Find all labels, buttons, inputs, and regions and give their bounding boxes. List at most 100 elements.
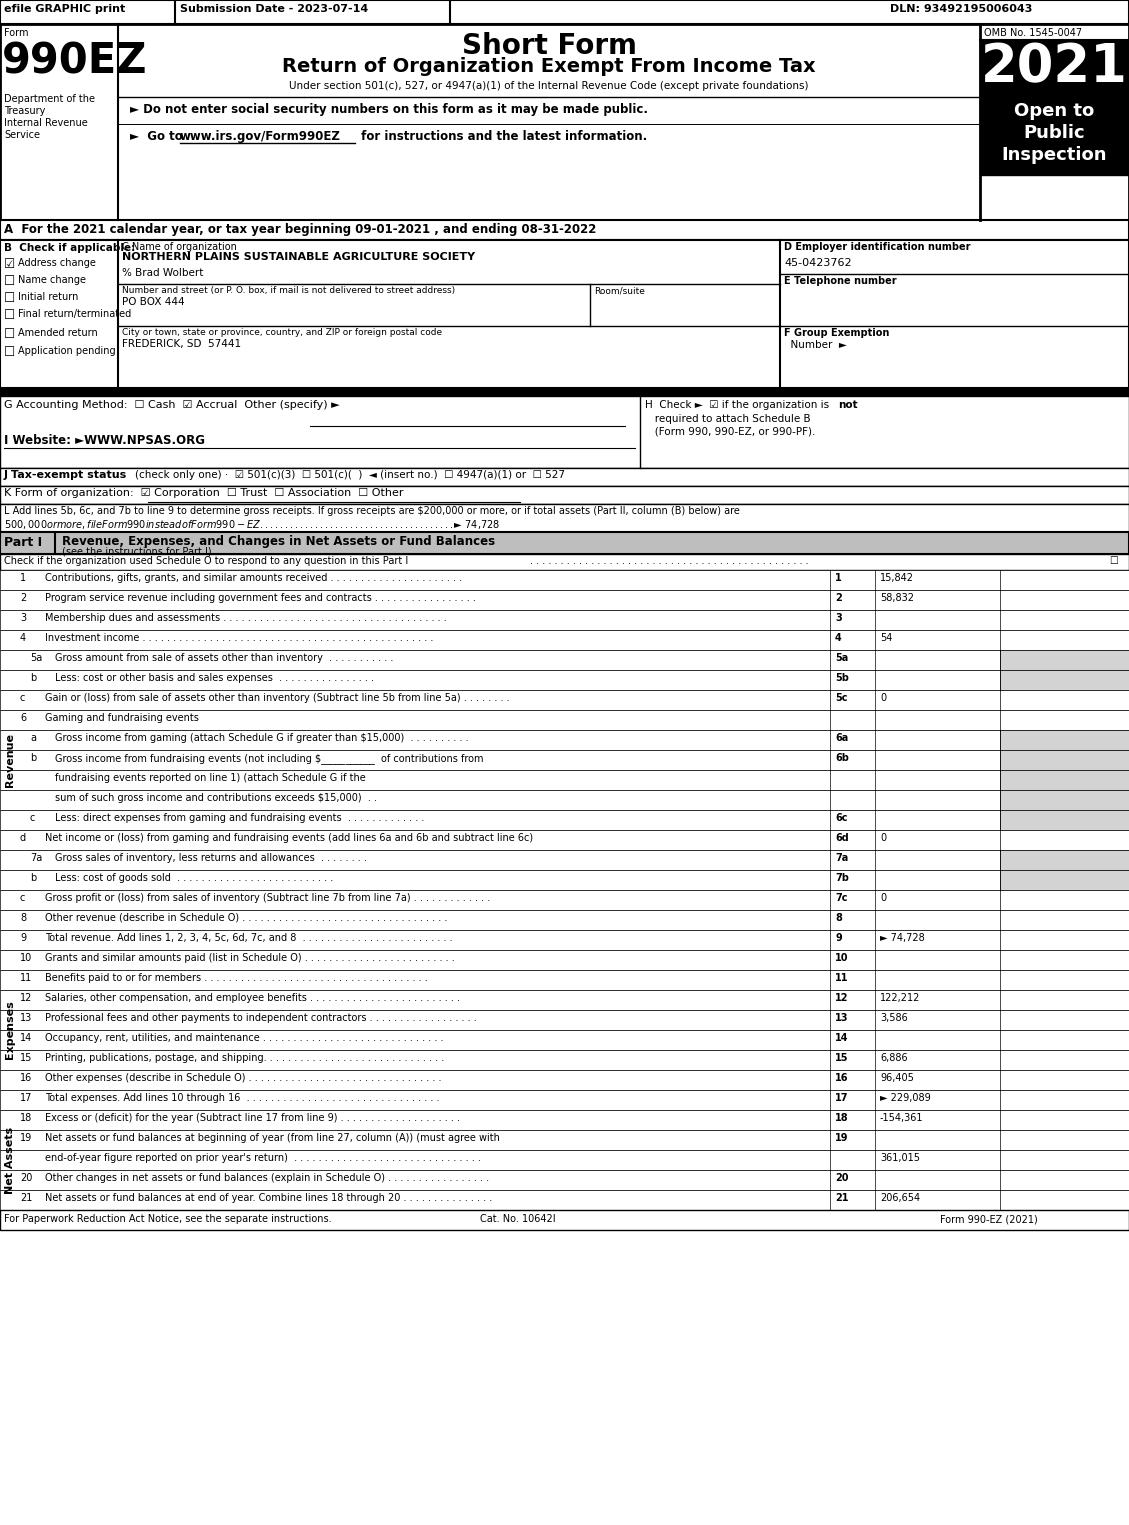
Text: (see the instructions for Part I): (see the instructions for Part I) [62, 546, 211, 557]
Text: b: b [30, 753, 36, 762]
Bar [980, 40, 1129, 95]
Text: Other expenses (describe in Schedule O) . . . . . . . . . . . . . . . . . . . . : Other expenses (describe in Schedule O) … [45, 1074, 441, 1083]
Text: Program service revenue including government fees and contracts . . . . . . . . : Program service revenue including govern… [45, 593, 476, 602]
Text: 2: 2 [20, 593, 26, 602]
Text: d: d [20, 833, 26, 843]
Text: Net assets or fund balances at beginning of year (from line 27, column (A)) (mus: Net assets or fund balances at beginning… [45, 1133, 500, 1144]
Bar [1000, 770, 1129, 790]
Text: Professional fees and other payments to independent contractors . . . . . . . . : Professional fees and other payments to … [45, 1013, 476, 1023]
Bar [0, 1170, 1129, 1190]
Text: City or town, state or province, country, and ZIP or foreign postal code: City or town, state or province, country… [122, 328, 443, 337]
Text: Membership dues and assessments . . . . . . . . . . . . . . . . . . . . . . . . : Membership dues and assessments . . . . … [45, 613, 447, 624]
Text: 10: 10 [20, 953, 33, 962]
Text: Expenses: Expenses [5, 1000, 15, 1060]
Bar [0, 610, 1129, 630]
Text: 6: 6 [20, 714, 26, 723]
Text: Number  ►: Number ► [784, 340, 847, 351]
Text: F Group Exemption: F Group Exemption [784, 328, 890, 339]
Text: Gross profit or (loss) from sales of inventory (Subtract line 7b from line 7a) .: Gross profit or (loss) from sales of inv… [45, 894, 490, 903]
Bar [0, 1150, 1129, 1170]
Bar [0, 990, 1129, 1010]
Bar [0, 532, 55, 554]
Text: Net Assets: Net Assets [5, 1127, 15, 1194]
Text: 9: 9 [835, 933, 842, 942]
Text: 14: 14 [835, 1032, 849, 1043]
Text: D Employer identification number: D Employer identification number [784, 242, 971, 252]
Text: Submission Date - 2023-07-14: Submission Date - 2023-07-14 [180, 5, 368, 14]
Text: 45-0423762: 45-0423762 [784, 258, 851, 268]
Bar [980, 95, 1129, 175]
Text: 10: 10 [835, 953, 849, 962]
Bar [0, 468, 1129, 486]
Text: 7a: 7a [835, 852, 848, 863]
Text: Form: Form [5, 27, 28, 38]
Text: Other revenue (describe in Schedule O) . . . . . . . . . . . . . . . . . . . . .: Other revenue (describe in Schedule O) .… [45, 913, 447, 923]
Text: E Telephone number: E Telephone number [784, 276, 896, 287]
Text: G Accounting Method:  ☐ Cash  ☑ Accrual  Other (specify) ►: G Accounting Method: ☐ Cash ☑ Accrual Ot… [5, 400, 340, 410]
Bar [0, 1190, 1129, 1209]
Text: 6,886: 6,886 [879, 1052, 908, 1063]
Text: 21: 21 [835, 1193, 849, 1203]
Text: L Add lines 5b, 6c, and 7b to line 9 to determine gross receipts. If gross recei: L Add lines 5b, 6c, and 7b to line 9 to … [5, 506, 739, 515]
Text: 6a: 6a [835, 734, 848, 743]
Text: % Brad Wolbert: % Brad Wolbert [122, 268, 203, 278]
Text: fundraising events reported on line 1) (attach Schedule G if the: fundraising events reported on line 1) (… [55, 773, 366, 782]
Text: 1: 1 [20, 573, 26, 583]
Text: required to attach Schedule B: required to attach Schedule B [645, 413, 811, 424]
Text: Net assets or fund balances at end of year. Combine lines 18 through 20 . . . . : Net assets or fund balances at end of ye… [45, 1193, 492, 1203]
Bar [0, 750, 1129, 770]
Text: 2: 2 [835, 593, 842, 602]
Text: Public: Public [1024, 124, 1085, 142]
Bar [0, 24, 1129, 220]
Bar [0, 891, 1129, 910]
Text: . . . . . . . . . . . . . . . . . . . . . . . . . . . . . . . . . . . . . . . . : . . . . . . . . . . . . . . . . . . . . … [530, 557, 808, 566]
Text: ☐: ☐ [5, 291, 16, 305]
Text: Less: cost or other basis and sales expenses  . . . . . . . . . . . . . . . .: Less: cost or other basis and sales expe… [55, 673, 374, 683]
Bar [0, 1130, 1129, 1150]
Text: (check only one) ·  ☑ 501(c)(3)  ☐ 501(c)(  )  ◄ (insert no.)  ☐ 4947(a)(1) or  : (check only one) · ☑ 501(c)(3) ☐ 501(c)(… [135, 470, 564, 480]
Text: C Name of organization: C Name of organization [122, 242, 237, 252]
Bar [0, 570, 1129, 590]
Bar [0, 554, 1129, 570]
Text: Total revenue. Add lines 1, 2, 3, 4, 5c, 6d, 7c, and 8  . . . . . . . . . . . . : Total revenue. Add lines 1, 2, 3, 4, 5c,… [45, 933, 453, 942]
Text: 18: 18 [835, 1113, 849, 1122]
Bar [0, 830, 1129, 849]
Text: not: not [838, 400, 858, 410]
Text: 16: 16 [20, 1074, 33, 1083]
Text: Gaming and fundraising events: Gaming and fundraising events [45, 714, 199, 723]
Text: ☐: ☐ [5, 274, 16, 288]
Text: 19: 19 [20, 1133, 33, 1144]
Text: I Website: ►WWW.NPSAS.ORG: I Website: ►WWW.NPSAS.ORG [5, 435, 205, 447]
Text: Contributions, gifts, grants, and similar amounts received . . . . . . . . . . .: Contributions, gifts, grants, and simila… [45, 573, 462, 583]
Text: 13: 13 [835, 1013, 849, 1023]
Text: 5a: 5a [30, 653, 42, 663]
Bar [0, 790, 1129, 810]
Text: Service: Service [5, 130, 40, 140]
Text: Gross income from fundraising events (not including $___________  of contributio: Gross income from fundraising events (no… [55, 753, 483, 764]
Text: Investment income . . . . . . . . . . . . . . . . . . . . . . . . . . . . . . . : Investment income . . . . . . . . . . . … [45, 633, 434, 644]
Bar [0, 590, 1129, 610]
Text: 361,015: 361,015 [879, 1153, 920, 1164]
Text: 18: 18 [20, 1113, 33, 1122]
Text: 54: 54 [879, 633, 892, 644]
Text: 6c: 6c [835, 813, 848, 824]
Text: Cat. No. 10642I: Cat. No. 10642I [480, 1214, 555, 1225]
Text: 12: 12 [835, 993, 849, 1003]
Text: Gross amount from sale of assets other than inventory  . . . . . . . . . . .: Gross amount from sale of assets other t… [55, 653, 393, 663]
Text: 3: 3 [20, 613, 26, 624]
Text: Gain or (loss) from sale of assets other than inventory (Subtract line 5b from l: Gain or (loss) from sale of assets other… [45, 692, 509, 703]
Text: 13: 13 [20, 1013, 33, 1023]
Text: Less: cost of goods sold  . . . . . . . . . . . . . . . . . . . . . . . . . .: Less: cost of goods sold . . . . . . . .… [55, 872, 333, 883]
Text: ►  Go to: ► Go to [130, 130, 187, 143]
Text: 0: 0 [879, 894, 886, 903]
Bar [0, 770, 1129, 790]
Text: a: a [30, 734, 36, 743]
Bar [0, 669, 1129, 689]
Bar [0, 689, 1129, 711]
Bar [1000, 750, 1129, 770]
Bar [1000, 730, 1129, 750]
Text: Revenue: Revenue [5, 734, 15, 787]
Text: Part I: Part I [5, 535, 42, 549]
Text: 3: 3 [835, 613, 842, 624]
Text: www.irs.gov/Form990EZ: www.irs.gov/Form990EZ [180, 130, 341, 143]
